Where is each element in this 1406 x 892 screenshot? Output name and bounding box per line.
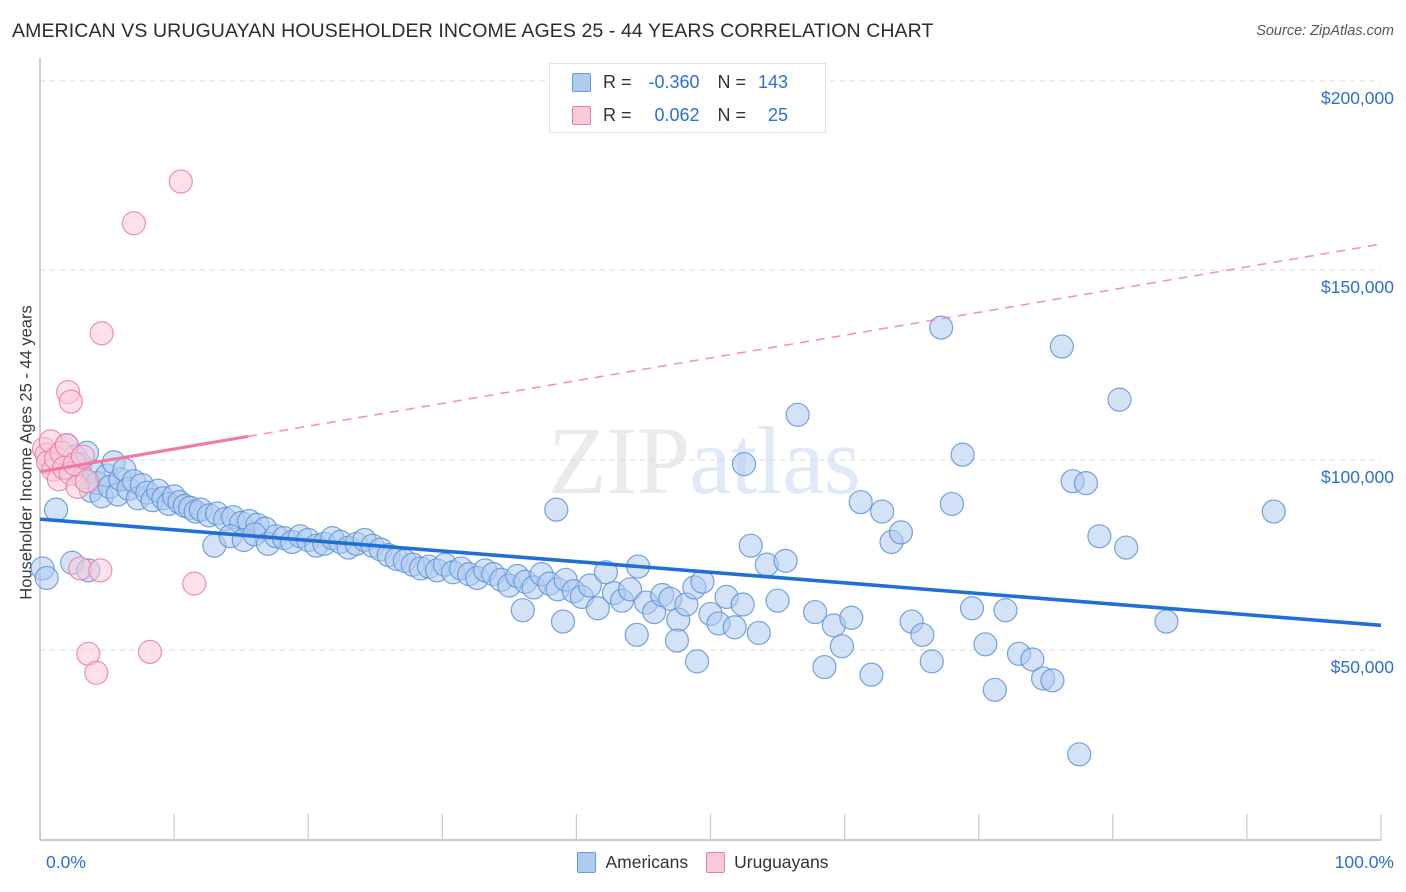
x-tick-max: 100.0% <box>1334 852 1394 872</box>
data-point[interactable] <box>982 677 1007 702</box>
data-point[interactable] <box>939 491 964 517</box>
data-point[interactable] <box>870 499 895 524</box>
data-point[interactable] <box>929 315 954 340</box>
legend-r-value-uruguayans: 0.062 <box>654 105 700 125</box>
data-point[interactable] <box>664 628 690 653</box>
series-swatch-uruguayans <box>706 852 726 873</box>
legend-n-label-americans: N = <box>717 72 747 92</box>
series-label-uruguayans: Uruguayans <box>734 852 829 872</box>
data-point[interactable] <box>859 662 884 687</box>
data-point[interactable] <box>577 573 602 598</box>
series-points-uruguayans <box>31 169 207 685</box>
legend-swatch-americans <box>572 73 591 92</box>
data-point[interactable] <box>973 632 998 657</box>
correlation-legend: R = -0.360 N = 143 R = 0.062 N = 25 <box>549 63 826 133</box>
series-legend-item-americans[interactable]: Americans <box>577 852 688 873</box>
data-point[interactable] <box>43 497 69 522</box>
legend-n-value-americans: 143 <box>757 72 789 92</box>
data-point[interactable] <box>550 609 576 634</box>
y-tick-150000: $150,000 <box>1321 277 1394 297</box>
data-point[interactable] <box>68 556 93 581</box>
legend-row-americans: R = -0.360 N = 143 <box>550 68 825 97</box>
data-point[interactable] <box>1040 668 1065 693</box>
y-tick-200000: $200,000 <box>1321 88 1394 108</box>
source-attribution: Source: ZipAtlas.com <box>1256 23 1394 39</box>
data-point[interactable] <box>738 533 763 558</box>
data-point[interactable] <box>1107 387 1132 412</box>
data-point[interactable] <box>34 565 59 591</box>
data-point[interactable] <box>121 211 146 236</box>
series-points-americans <box>30 315 1286 767</box>
trendline-projection-uruguayans <box>247 243 1382 438</box>
legend-r-label-americans: R = <box>603 72 632 92</box>
data-point[interactable] <box>829 634 855 659</box>
legend-n-label-uruguayans: N = <box>717 105 747 125</box>
data-point[interactable] <box>993 598 1018 623</box>
data-point[interactable] <box>84 660 109 685</box>
y-tick-50000: $50,000 <box>1330 657 1394 677</box>
data-point[interactable] <box>910 622 935 647</box>
data-point[interactable] <box>182 571 207 596</box>
x-tick-min: 0.0% <box>46 852 86 872</box>
trendline-americans <box>39 517 1382 628</box>
series-swatch-americans <box>577 852 597 873</box>
data-point[interactable] <box>74 469 100 494</box>
series-label-americans: Americans <box>605 852 689 872</box>
data-point[interactable] <box>1020 647 1045 672</box>
data-point[interactable] <box>1114 535 1139 560</box>
data-point[interactable] <box>919 649 944 674</box>
data-point[interactable] <box>137 639 163 665</box>
data-point[interactable] <box>593 560 619 585</box>
data-point[interactable] <box>730 592 755 617</box>
trendline-uruguayans <box>39 434 249 474</box>
data-point[interactable] <box>624 622 649 647</box>
data-point[interactable] <box>585 596 610 621</box>
data-point[interactable] <box>510 598 535 623</box>
data-point[interactable] <box>684 649 710 674</box>
data-point[interactable] <box>88 558 113 583</box>
data-point[interactable] <box>773 548 798 573</box>
legend-r-value-americans: -0.360 <box>648 72 700 92</box>
data-point[interactable] <box>1087 524 1112 549</box>
data-point[interactable] <box>168 169 193 194</box>
data-point[interactable] <box>959 596 985 621</box>
data-point[interactable] <box>722 615 747 640</box>
legend-swatch-uruguayans <box>572 106 591 125</box>
data-point[interactable] <box>1073 470 1099 496</box>
page-title: AMERICAN VS URUGUAYAN HOUSEHOLDER INCOME… <box>12 20 934 42</box>
legend-r-label-uruguayans: R = <box>603 105 632 125</box>
data-point[interactable] <box>785 402 810 427</box>
data-point[interactable] <box>950 442 975 467</box>
data-point[interactable] <box>839 605 864 630</box>
data-point[interactable] <box>89 321 114 346</box>
data-point[interactable] <box>848 489 873 515</box>
data-point[interactable] <box>802 599 828 625</box>
data-point[interactable] <box>617 577 643 602</box>
data-point[interactable] <box>1154 609 1179 634</box>
data-point[interactable] <box>731 452 757 477</box>
y-tick-100000: $100,000 <box>1321 467 1394 487</box>
series-legend-item-uruguayans[interactable]: Uruguayans <box>706 852 829 873</box>
data-point[interactable] <box>812 654 837 680</box>
data-point[interactable] <box>58 389 83 414</box>
legend-row-uruguayans: R = 0.062 N = 25 <box>550 101 825 130</box>
data-point[interactable] <box>1067 742 1092 767</box>
legend-n-value-uruguayans: 25 <box>768 105 789 125</box>
data-point[interactable] <box>765 588 790 613</box>
data-point[interactable] <box>1049 334 1074 359</box>
series-legend: Americans Uruguayans <box>0 852 1406 873</box>
data-point[interactable] <box>1261 499 1286 524</box>
data-point[interactable] <box>544 497 569 522</box>
data-point[interactable] <box>746 620 771 646</box>
data-point[interactable] <box>888 520 914 545</box>
